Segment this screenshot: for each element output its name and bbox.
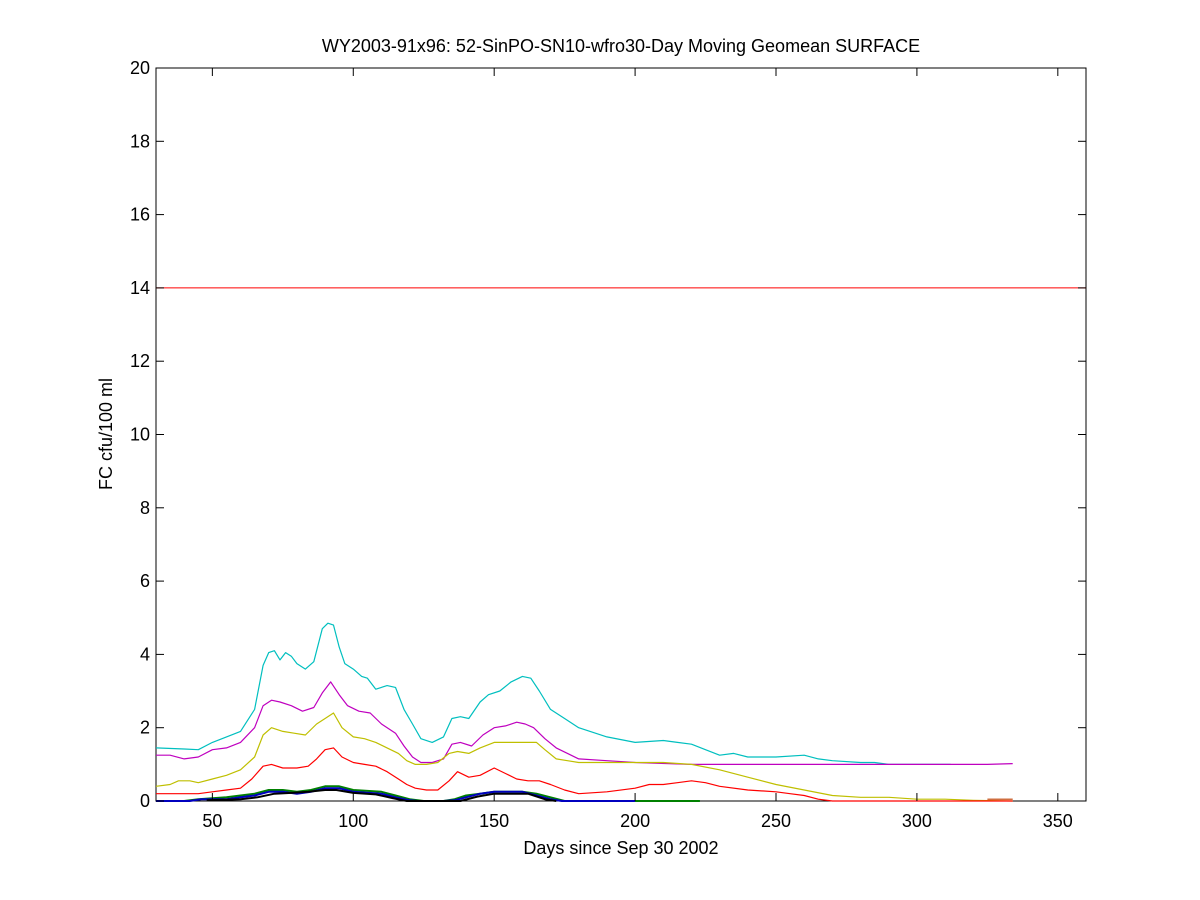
series-line [206, 789, 557, 802]
tick-layer: 50 100 150 200 250 300 350 0 2 4 6 8 10 12 14 16 18 20 [130, 58, 1086, 831]
y-tick-label: 20 [130, 58, 150, 78]
x-tick-label: 200 [620, 811, 650, 831]
y-tick-label: 18 [130, 131, 150, 151]
x-tick-label: 300 [902, 811, 932, 831]
x-tick-label: 50 [202, 811, 222, 831]
y-tick-label: 16 [130, 205, 150, 225]
series-line [155, 712, 1013, 802]
x-tick-label: 100 [338, 811, 368, 831]
y-tick-label: 12 [130, 351, 150, 371]
x-tick-label: 250 [761, 811, 791, 831]
series-line [156, 747, 1013, 802]
series-layer [155, 622, 1013, 802]
y-tick-label: 10 [130, 425, 150, 445]
y-axis-title: FC cfu/100 ml [96, 378, 116, 490]
y-tick-label: 2 [140, 718, 150, 738]
y-tick-label: 0 [140, 791, 150, 811]
x-tick-label: 350 [1043, 811, 1073, 831]
y-tick-label: 8 [140, 498, 150, 518]
series-line [156, 787, 636, 802]
series-line [155, 622, 951, 766]
series-line [156, 681, 1013, 766]
y-tick-label: 14 [130, 278, 150, 298]
plot-area [155, 67, 1087, 802]
x-tick-label: 150 [479, 811, 509, 831]
chart-title: WY2003-91x96: 52-SinPO-SN10-wfro30-Day M… [322, 36, 920, 56]
y-tick-label: 4 [140, 644, 150, 664]
y-tick-label: 6 [140, 571, 150, 591]
x-axis-title: Days since Sep 30 2002 [523, 838, 718, 858]
